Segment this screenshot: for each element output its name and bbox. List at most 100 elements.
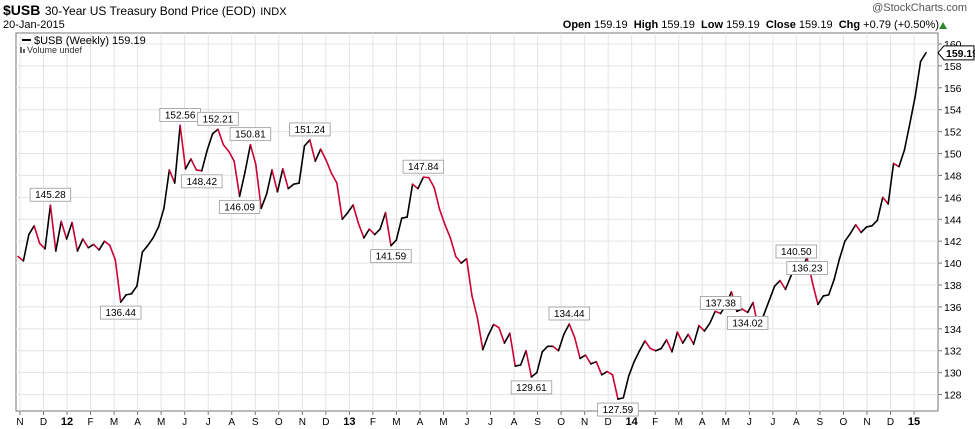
price-segment	[611, 374, 619, 400]
price-segment	[681, 333, 689, 344]
price-segment	[557, 333, 565, 352]
annotation-label: 147.84	[408, 162, 439, 173]
legend-volume: Volume undef	[27, 45, 83, 55]
price-segment	[438, 208, 446, 226]
price-segment	[568, 323, 576, 339]
annotation-label: 134.44	[554, 309, 585, 320]
price-segment	[260, 193, 268, 210]
price-segment	[33, 225, 41, 245]
annotation-box	[699, 296, 742, 310]
x-tick-label: J	[465, 417, 470, 428]
annotation-box	[181, 174, 223, 189]
annotation-label: 140.50	[781, 247, 812, 258]
price-segment	[17, 255, 25, 262]
price-segment	[38, 242, 46, 250]
price-segment	[390, 239, 398, 247]
price-segment	[817, 295, 825, 306]
price-segment	[903, 123, 911, 152]
chart-title: $USB 30-Year US Treasury Bond Price (EOD…	[3, 2, 287, 20]
price-segment	[779, 279, 787, 291]
price-segment	[395, 217, 403, 241]
x-tick-label: 15	[908, 416, 920, 428]
price-segment	[276, 168, 284, 193]
price-segment	[433, 186, 441, 211]
annotation-box	[402, 159, 445, 174]
y-tick-label: 134	[944, 324, 962, 336]
price-segment	[114, 258, 122, 303]
annotation-box	[775, 244, 817, 259]
price-segment	[28, 225, 36, 236]
price-segment	[627, 360, 635, 377]
annotation-label: 152.21	[203, 114, 234, 125]
plot-area	[15, 32, 939, 412]
annotation-box	[597, 402, 639, 417]
price-segment	[579, 354, 587, 360]
x-tick-label: D	[40, 417, 47, 428]
annotation-label: 145.28	[35, 190, 66, 201]
close-value: 159.19	[798, 19, 833, 31]
x-tick-label: J	[770, 417, 775, 428]
price-segment	[908, 95, 916, 125]
price-segment	[238, 171, 246, 198]
price-segment	[368, 228, 376, 236]
annotation-label: 129.61	[516, 383, 547, 394]
price-segment	[676, 331, 684, 344]
y-axis: 128 130 132 134 136 138 140 142 144 146 148 150 152 1…	[938, 39, 962, 402]
price-segment	[584, 354, 592, 365]
price-segment	[449, 237, 457, 258]
price-segment	[184, 158, 192, 170]
grid	[16, 33, 938, 411]
annotation-label: 127.59	[603, 405, 634, 416]
price-segment	[130, 285, 138, 295]
price-segment	[692, 324, 700, 345]
price-segment	[844, 232, 852, 242]
x-tick-label: 12	[61, 416, 73, 428]
price-segment	[660, 338, 668, 350]
price-segment	[109, 244, 117, 261]
x-tick-label: A	[699, 417, 706, 428]
price-segment	[898, 149, 906, 168]
x-tick-label: N	[16, 417, 23, 428]
x-tick-label: N	[863, 417, 870, 428]
price-segment	[282, 168, 290, 190]
x-tick-label: J	[206, 417, 211, 428]
price-segment	[379, 211, 387, 230]
price-segment	[222, 143, 230, 153]
symbol: $USB	[3, 2, 41, 18]
open-value: 159.19	[593, 19, 628, 31]
price-segment	[617, 397, 625, 400]
annotation-box	[29, 187, 72, 202]
price-segment	[763, 299, 771, 316]
high-value: 159.19	[661, 19, 695, 31]
last-price-label: 159.19	[946, 48, 975, 60]
price-segment	[773, 279, 781, 287]
price-segment	[71, 221, 79, 252]
price-segment	[314, 148, 322, 162]
exchange: INDX	[260, 6, 287, 18]
annotation-label: 150.81	[235, 130, 266, 141]
x-tick-label: N	[299, 417, 306, 428]
price-segment	[44, 204, 52, 250]
price-segment	[427, 176, 435, 189]
price-segment	[746, 301, 754, 314]
price-segment	[211, 128, 219, 135]
price-segment	[871, 219, 879, 227]
y-tick-label: 132	[944, 346, 962, 358]
legend-series: $USB (Weekly) 159.19	[34, 35, 146, 47]
high-label: High	[633, 19, 659, 31]
price-segment	[76, 238, 84, 252]
price-segment	[838, 240, 846, 260]
low-value: 159.19	[726, 19, 760, 31]
price-segment	[530, 371, 538, 378]
price-segment	[336, 182, 344, 221]
price-segment	[98, 240, 106, 251]
price-segment	[330, 172, 338, 184]
price-segment	[346, 204, 354, 214]
legend: $USB (Weekly) 159.19 Volume undef	[20, 35, 146, 55]
x-tick-label: S	[534, 417, 541, 428]
x-tick-label: D	[322, 417, 329, 428]
x-tick-label: S	[252, 417, 259, 428]
price-segment	[460, 257, 468, 264]
x-tick-label: N	[581, 417, 588, 428]
